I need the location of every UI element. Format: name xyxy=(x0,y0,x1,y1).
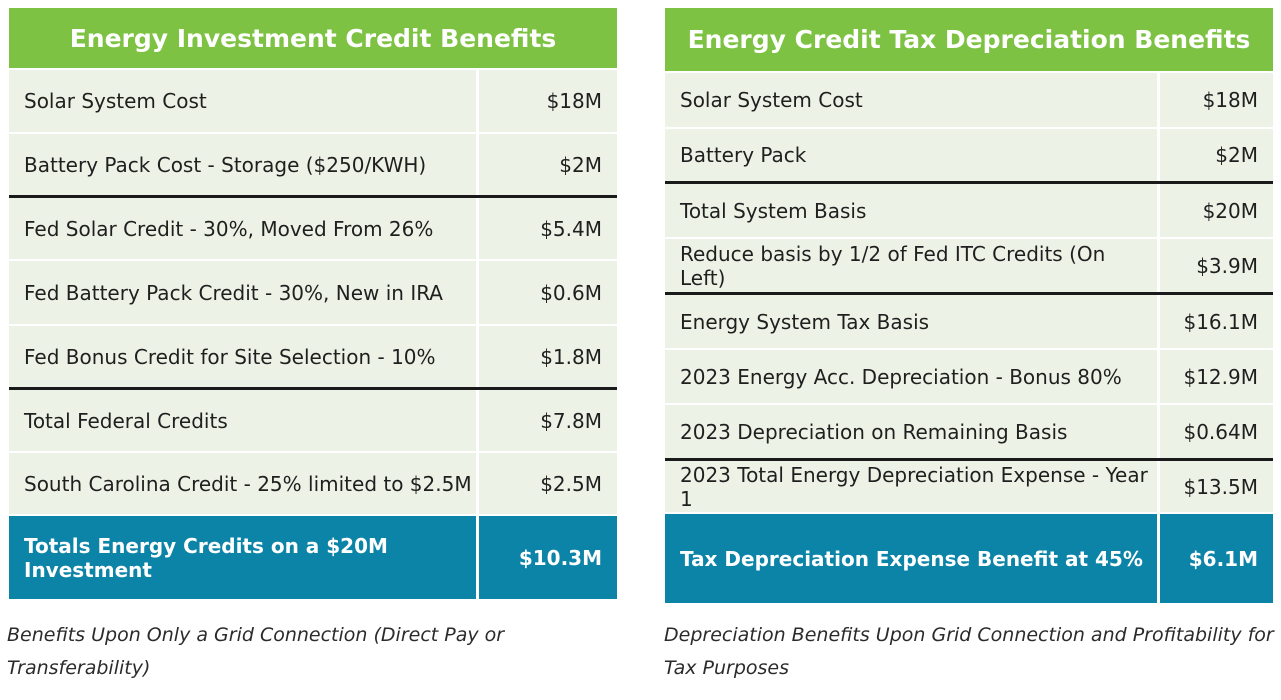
row-label: Total Federal Credits xyxy=(9,390,476,451)
row-value: $16.1M xyxy=(1160,295,1273,348)
table-row: Battery Pack $2M xyxy=(665,129,1273,181)
row-value: $7.8M xyxy=(479,390,617,451)
row-value: $12.9M xyxy=(1160,350,1273,403)
row-label: Fed Bonus Credit for Site Selection - 10… xyxy=(9,326,476,387)
left-caption: Benefits Upon Only a Grid Connection (Di… xyxy=(7,624,505,679)
total-value: $6.1M xyxy=(1160,514,1273,603)
table-row: Fed Battery Pack Credit - 30%, New in IR… xyxy=(9,261,617,324)
row-value: $0.6M xyxy=(479,261,617,324)
row-value: $18M xyxy=(1160,73,1273,127)
total-label: Totals Energy Credits on a $20M Investme… xyxy=(9,516,476,599)
table-row: 2023 Total Energy Depreciation Expense -… xyxy=(665,461,1273,512)
row-value: $5.4M xyxy=(479,198,617,259)
table-row: Solar System Cost $18M xyxy=(9,70,617,132)
table-row: Total Federal Credits $7.8M xyxy=(9,390,617,451)
row-value: $1.8M xyxy=(479,326,617,387)
row-divider xyxy=(665,458,1273,461)
total-label: Tax Depreciation Expense Benefit at 45% xyxy=(665,514,1157,603)
row-value: $3.9M xyxy=(1160,239,1273,292)
table-title: Energy Investment Credit Benefits xyxy=(9,8,617,68)
row-divider xyxy=(665,181,1273,184)
row-value: $0.64M xyxy=(1160,405,1273,458)
right-caption: Depreciation Benefits Upon Grid Connecti… xyxy=(664,624,1274,679)
row-label: 2023 Total Energy Depreciation Expense -… xyxy=(665,461,1157,512)
table-row: Reduce basis by 1/2 of Fed ITC Credits (… xyxy=(665,239,1273,292)
row-label: Total System Basis xyxy=(665,184,1157,237)
table-row: Total System Basis $20M xyxy=(665,184,1273,237)
total-row: Tax Depreciation Expense Benefit at 45% … xyxy=(665,514,1273,603)
total-row: Totals Energy Credits on a $20M Investme… xyxy=(9,516,617,599)
row-label: 2023 Energy Acc. Depreciation - Bonus 80… xyxy=(665,350,1157,403)
row-value: $18M xyxy=(479,70,617,132)
row-label: Solar System Cost xyxy=(9,70,476,132)
table-row: Solar System Cost $18M xyxy=(665,73,1273,127)
row-divider xyxy=(9,195,617,198)
row-label: Battery Pack Cost - Storage ($250/KWH) xyxy=(9,134,476,195)
table-row: 2023 Energy Acc. Depreciation - Bonus 80… xyxy=(665,350,1273,403)
row-label: 2023 Depreciation on Remaining Basis xyxy=(665,405,1157,458)
total-value: $10.3M xyxy=(479,516,617,599)
row-value: $2M xyxy=(479,134,617,195)
row-label: Battery Pack xyxy=(665,129,1157,181)
row-label: Fed Battery Pack Credit - 30%, New in IR… xyxy=(9,261,476,324)
table-row: Fed Solar Credit - 30%, Moved From 26% $… xyxy=(9,198,617,259)
table-row: Fed Bonus Credit for Site Selection - 10… xyxy=(9,326,617,387)
table-title: Energy Credit Tax Depreciation Benefits xyxy=(665,8,1273,71)
depreciation-table: Energy Credit Tax Depreciation Benefits … xyxy=(665,8,1273,605)
investment-credit-table: Energy Investment Credit Benefits Solar … xyxy=(9,8,617,601)
table-row: South Carolina Credit - 25% limited to $… xyxy=(9,453,617,514)
row-value: $2.5M xyxy=(479,453,617,514)
table-row: Battery Pack Cost - Storage ($250/KWH) $… xyxy=(9,134,617,195)
row-value: $20M xyxy=(1160,184,1273,237)
row-label: South Carolina Credit - 25% limited to $… xyxy=(9,453,476,514)
table-row: 2023 Depreciation on Remaining Basis $0.… xyxy=(665,405,1273,458)
row-label: Energy System Tax Basis xyxy=(665,295,1157,348)
row-label: Fed Solar Credit - 30%, Moved From 26% xyxy=(9,198,476,259)
row-value: $13.5M xyxy=(1160,461,1273,512)
row-value: $2M xyxy=(1160,129,1273,181)
row-label: Reduce basis by 1/2 of Fed ITC Credits (… xyxy=(665,239,1157,292)
row-divider xyxy=(9,387,617,390)
row-label: Solar System Cost xyxy=(665,73,1157,127)
table-row: Energy System Tax Basis $16.1M xyxy=(665,295,1273,348)
row-divider xyxy=(665,292,1273,295)
